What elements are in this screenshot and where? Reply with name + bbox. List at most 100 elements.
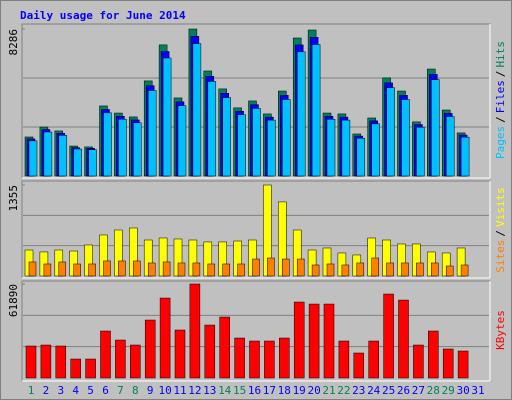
bar <box>311 264 320 277</box>
bar <box>416 262 424 277</box>
bar <box>174 329 186 379</box>
bar <box>219 316 230 379</box>
bar <box>401 99 410 177</box>
bar <box>234 337 245 379</box>
bar <box>252 108 261 177</box>
bar <box>401 262 409 277</box>
bar <box>115 339 126 379</box>
bar <box>144 319 156 379</box>
x-tick-label: 20 <box>307 384 320 397</box>
bar <box>398 299 409 379</box>
x-tick-label: 21 <box>322 384 335 397</box>
bar <box>133 122 142 177</box>
x-tick-label: 14 <box>218 384 232 397</box>
bar <box>207 263 216 277</box>
bar <box>386 87 395 177</box>
bar <box>55 345 67 379</box>
bar <box>371 123 380 177</box>
bar <box>73 148 82 177</box>
bar <box>442 348 454 379</box>
bar <box>103 112 112 177</box>
bar <box>293 301 305 379</box>
bar <box>222 97 231 177</box>
bar <box>445 265 454 277</box>
bar <box>70 358 81 379</box>
legend-separator: / <box>494 71 507 78</box>
bar <box>249 340 260 379</box>
x-tick-label: 2 <box>43 384 50 397</box>
bar <box>58 261 67 277</box>
x-tick-label: 16 <box>248 384 261 397</box>
legend-separator: / <box>494 116 507 123</box>
bar <box>28 140 38 177</box>
bar <box>311 44 321 177</box>
bar <box>192 262 201 277</box>
bar <box>353 352 365 379</box>
bar <box>207 81 217 177</box>
legend-entry: Files <box>494 80 507 113</box>
bar <box>267 119 276 177</box>
y-tick-label: 61890 <box>7 284 20 317</box>
bar <box>386 262 394 277</box>
x-tick-label: 29 <box>442 384 455 397</box>
x-tick-label: 15 <box>233 384 246 397</box>
bar <box>25 345 37 379</box>
legend-entry: Visits <box>494 187 507 227</box>
bar <box>237 114 246 177</box>
bar <box>252 258 260 277</box>
bar <box>118 118 127 177</box>
bar <box>100 330 111 379</box>
x-tick-label: 5 <box>87 384 94 397</box>
bar <box>457 350 469 379</box>
bar <box>133 260 141 277</box>
bar <box>192 43 202 177</box>
x-tick-label: 11 <box>173 384 186 397</box>
legend-entry: Sites <box>494 240 507 273</box>
y-tick-label: 1355 <box>7 185 20 212</box>
x-tick-label: 28 <box>427 384 440 397</box>
bar <box>368 340 379 379</box>
legend: KBytes <box>494 310 507 350</box>
bar <box>264 340 275 379</box>
x-tick-label: 4 <box>72 384 79 397</box>
chart-title: Daily usage for June 2014 <box>20 9 186 22</box>
bar <box>431 262 439 277</box>
bar <box>40 344 52 379</box>
x-tick-label: 10 <box>158 384 171 397</box>
bar <box>204 324 216 379</box>
bar <box>189 283 201 379</box>
bar <box>431 79 440 177</box>
x-tick-label: 25 <box>382 384 395 397</box>
bar <box>85 358 96 379</box>
bar <box>326 118 336 177</box>
x-tick-label: 17 <box>263 384 276 397</box>
bar <box>445 116 455 177</box>
bar <box>43 263 52 277</box>
x-tick-label: 30 <box>456 384 469 397</box>
bar <box>147 262 156 277</box>
x-tick-label: 9 <box>147 384 154 397</box>
bar <box>356 262 365 277</box>
bar <box>460 136 470 177</box>
x-tick-label: 18 <box>278 384 291 397</box>
bar <box>341 119 351 177</box>
x-tick-label: 31 <box>471 384 484 397</box>
x-tick-label: 19 <box>293 384 306 397</box>
x-tick-label: 22 <box>337 384 350 397</box>
bar <box>383 293 394 379</box>
legend-entry: KBytes <box>494 310 507 350</box>
bar <box>341 264 350 277</box>
legend: Pages / Files / Hits <box>494 41 507 159</box>
x-tick-label: 12 <box>188 384 201 397</box>
bar <box>177 105 187 177</box>
bar <box>371 257 379 277</box>
bar <box>159 297 171 379</box>
legend-entry: Hits <box>494 41 507 68</box>
bar <box>296 51 306 177</box>
bar <box>356 137 366 177</box>
legend-separator: / <box>494 230 507 237</box>
x-tick-label: 1 <box>28 384 35 397</box>
y-tick-label: 8286 <box>7 29 20 56</box>
